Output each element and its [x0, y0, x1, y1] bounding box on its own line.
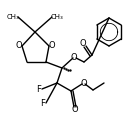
Text: F: F — [37, 84, 41, 93]
Text: F: F — [41, 99, 46, 107]
Text: CH₃: CH₃ — [51, 14, 63, 20]
Text: O: O — [49, 42, 55, 51]
Text: CH₃: CH₃ — [7, 14, 19, 20]
Text: O: O — [71, 52, 77, 61]
Text: O: O — [72, 106, 78, 115]
Text: O: O — [80, 38, 86, 47]
Text: O: O — [81, 78, 87, 88]
Text: O: O — [16, 42, 22, 51]
